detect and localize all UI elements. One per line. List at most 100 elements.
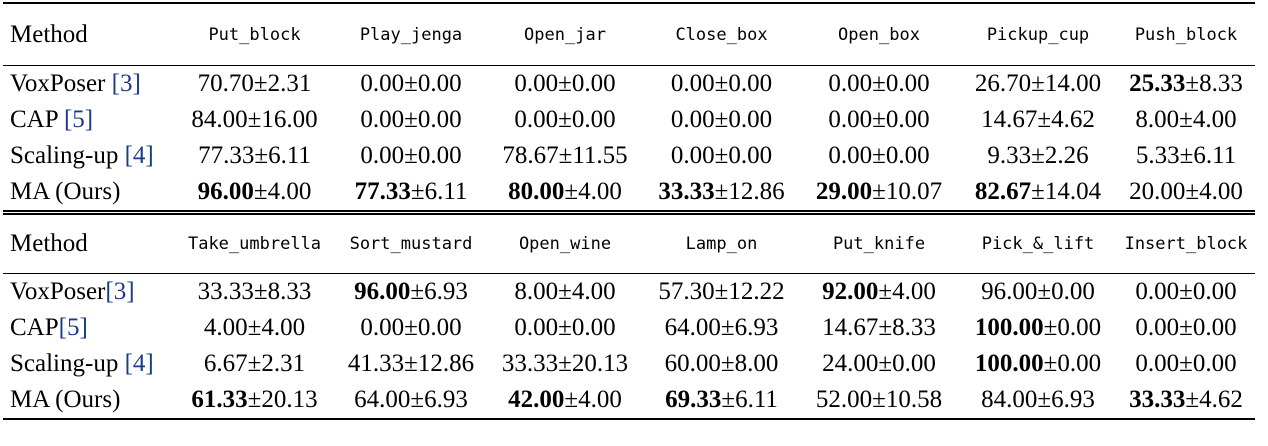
table-row: CAP[5] 4.00±4.00 0.00±0.00 0.00±0.00 64.00±6… — [3, 310, 1255, 346]
best-value: 96.00 — [354, 278, 411, 305]
value-cell: 52.00±10.58 — [799, 382, 959, 420]
value-cell: 9.33±2.26 — [959, 138, 1117, 174]
table-row: Scaling-up [4] 6.67±2.31 41.33±12.86 33.33±… — [3, 346, 1255, 382]
value-cell: 100.00±0.00 — [959, 310, 1117, 346]
value-cell: 33.33±4.62 — [1117, 382, 1255, 420]
value-cell: 77.33±6.11 — [336, 174, 486, 213]
value-cell: 70.70±2.31 — [173, 65, 336, 102]
value-cell: 64.00±6.93 — [644, 310, 799, 346]
best-value: 77.33 — [354, 178, 411, 205]
value-text: ±10.07 — [872, 178, 943, 205]
best-value: 82.67 — [974, 178, 1032, 205]
value-cell: 0.00±0.00 — [1117, 310, 1255, 346]
value-cell: 92.00±4.00 — [799, 273, 959, 310]
value-text: 0.00±0.00 — [828, 106, 930, 133]
citation-link[interactable]: [3] — [105, 278, 135, 305]
best-value: 100.00 — [974, 314, 1044, 341]
value-cell: 33.33±8.33 — [173, 273, 336, 310]
value-text: 14.67±8.33 — [822, 314, 936, 341]
value-text: 6.67±2.31 — [203, 350, 306, 377]
value-cell: 42.00±4.00 — [486, 382, 644, 420]
value-text: 5.33±6.11 — [1135, 142, 1237, 169]
value-text: 4.00±4.00 — [203, 314, 306, 341]
table-row: Scaling-up [4] 77.33±6.11 0.00±0.00 78.67±1… — [3, 138, 1255, 174]
task-header: Put_block — [173, 2, 336, 66]
task-header: Pickup_cup — [959, 2, 1117, 66]
table-section-2: Method Take_umbrella Sort_mustard Open_wine… — [3, 210, 1255, 420]
citation-link[interactable]: [5] — [58, 314, 88, 341]
citation-link[interactable]: [4] — [124, 350, 154, 377]
method-name: VoxPoser — [10, 70, 112, 97]
value-text: 41.33±12.86 — [347, 350, 475, 377]
results-table-container: Method Put_block Play_jenga Open_jar Close_b… — [3, 2, 1255, 420]
method-cell: MA (Ours) — [3, 174, 173, 213]
value-cell: 82.67±14.04 — [959, 174, 1117, 213]
table-section-1: Method Put_block Play_jenga Open_jar Close_b… — [3, 2, 1255, 213]
value-text: ±0.00 — [1043, 314, 1102, 341]
task-header: Insert_block — [1117, 210, 1255, 274]
value-text: 0.00±0.00 — [1135, 350, 1237, 377]
value-text: 8.00±4.00 — [1135, 106, 1237, 133]
method-header: Method — [3, 2, 173, 66]
method-cell: VoxPoser[3] — [3, 273, 173, 310]
best-value: 80.00 — [508, 178, 565, 205]
value-text: 0.00±0.00 — [360, 142, 462, 169]
citation-link[interactable]: [5] — [63, 106, 94, 133]
value-cell: 26.70±14.00 — [959, 65, 1117, 102]
value-cell: 0.00±0.00 — [1117, 273, 1255, 310]
value-text: 0.00±0.00 — [1135, 278, 1237, 305]
value-cell: 0.00±0.00 — [486, 102, 644, 138]
value-text: ±4.00 — [564, 386, 622, 413]
value-text: 57.30±12.22 — [658, 278, 785, 305]
citation-link[interactable]: [3] — [111, 70, 141, 97]
best-value: 33.33 — [1129, 386, 1186, 413]
value-cell: 61.33±20.13 — [173, 382, 336, 420]
value-text: 0.00±0.00 — [670, 106, 773, 133]
value-text: 64.00±6.93 — [664, 314, 779, 341]
value-text: 84.00±16.00 — [191, 106, 318, 133]
value-cell: 8.00±4.00 — [486, 273, 644, 310]
value-cell: 96.00±4.00 — [173, 174, 336, 213]
value-text: 26.70±14.00 — [974, 70, 1102, 97]
method-cell: MA (Ours) — [3, 382, 173, 420]
value-text: 70.70±2.31 — [197, 70, 312, 97]
value-text: 0.00±0.00 — [670, 142, 773, 169]
table-row: VoxPoser[3] 33.33±8.33 96.00±6.93 8.00±4.00… — [3, 273, 1255, 310]
task-header: Take_umbrella — [173, 210, 336, 274]
value-cell: 0.00±0.00 — [486, 310, 644, 346]
value-cell: 41.33±12.86 — [336, 346, 486, 382]
value-text: ±6.11 — [410, 178, 468, 205]
value-cell: 0.00±0.00 — [644, 65, 799, 102]
value-text: 0.00±0.00 — [828, 142, 930, 169]
value-text: 0.00±0.00 — [360, 70, 462, 97]
task-header: Open_box — [799, 2, 959, 66]
value-text: 0.00±0.00 — [360, 314, 462, 341]
value-cell: 0.00±0.00 — [799, 65, 959, 102]
value-text: 64.00±6.93 — [354, 386, 468, 413]
value-text: ±4.62 — [1185, 386, 1243, 413]
task-header: Open_jar — [486, 2, 644, 66]
value-text: 33.33±8.33 — [197, 278, 312, 305]
method-cell: Scaling-up [4] — [3, 346, 173, 382]
value-cell: 5.33±6.11 — [1117, 138, 1255, 174]
task-header: Play_jenga — [336, 2, 486, 66]
best-value: 61.33 — [191, 386, 248, 413]
value-text: ±8.33 — [1185, 70, 1243, 97]
value-text: 77.33±6.11 — [198, 142, 311, 169]
value-cell: 33.33±20.13 — [486, 346, 644, 382]
value-cell: 84.00±6.93 — [959, 382, 1117, 420]
table-row: MA (Ours) 96.00±4.00 77.33±6.11 80.00±4.00 3… — [3, 174, 1255, 213]
citation-link[interactable]: [4] — [124, 142, 154, 169]
table-row: CAP [5] 84.00±16.00 0.00±0.00 0.00±0.00 0.00… — [3, 102, 1255, 138]
method-cell: Scaling-up [4] — [3, 138, 173, 174]
best-value: 42.00 — [508, 386, 565, 413]
value-text: 52.00±10.58 — [815, 386, 943, 413]
task-header: Open_wine — [486, 210, 644, 274]
value-cell: 33.33±12.86 — [644, 174, 799, 213]
value-cell: 0.00±0.00 — [644, 138, 799, 174]
method-name: MA (Ours) — [10, 178, 121, 205]
value-cell: 64.00±6.93 — [336, 382, 486, 420]
value-cell: 20.00±4.00 — [1117, 174, 1255, 213]
table-row: MA (Ours) 61.33±20.13 64.00±6.93 42.00±4.00… — [3, 382, 1255, 420]
value-cell: 0.00±0.00 — [486, 65, 644, 102]
